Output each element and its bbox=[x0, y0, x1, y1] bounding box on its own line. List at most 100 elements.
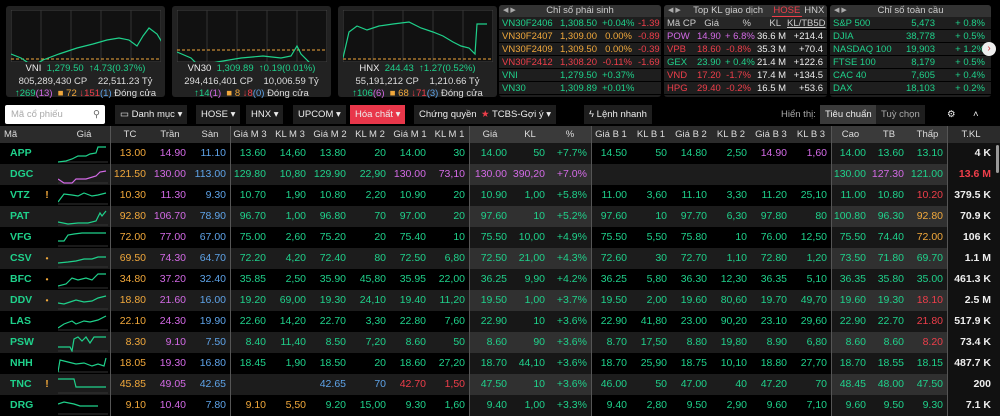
col-header[interactable]: KL B 3 bbox=[796, 129, 826, 140]
col-header[interactable]: Giá B 1 bbox=[595, 129, 627, 140]
table-row[interactable]: CSV • 69.50 74.30 64.70 72.20 4,20 72.40 80 72.… bbox=[0, 248, 995, 269]
table-row[interactable]: VTZ ! 10.30 11.30 9.30 10.70 1,90 10.80 2,20 10… bbox=[0, 185, 995, 206]
stock-code[interactable]: VTZ bbox=[10, 189, 30, 201]
top-volume-row[interactable]: HPG 29.40 -0.2% 16.5 M +53.6 bbox=[664, 82, 827, 95]
stock-code[interactable]: VFG bbox=[10, 231, 32, 243]
col-header[interactable]: Giá M 2 bbox=[313, 129, 347, 140]
stock-code[interactable]: CSV bbox=[10, 252, 32, 264]
col-header-ma[interactable]: Mã bbox=[4, 129, 18, 140]
global-index-row[interactable]: FTSE 100 8,179 + 0.5% bbox=[830, 56, 991, 69]
global-index-row[interactable]: S&P 500 5,473 + 0.8% bbox=[830, 17, 991, 30]
col-header[interactable]: Giá bbox=[469, 126, 511, 143]
top-volume-row[interactable]: GEX 23.90 + 0.4% 21.4 M +122.6 bbox=[664, 56, 827, 69]
hnx-dropdown[interactable]: HNX ▾ bbox=[246, 105, 284, 124]
stock-code[interactable]: DDV bbox=[10, 294, 33, 306]
col-header[interactable]: Giá B 3 bbox=[755, 129, 787, 140]
custom-view-button[interactable]: Tuỳ chọn bbox=[876, 105, 925, 124]
table-row[interactable]: DDV • 18.80 21.60 16.00 19.20 69,00 19.30 24,1… bbox=[0, 290, 995, 311]
col-header[interactable]: KL M 3 bbox=[275, 129, 305, 140]
search-icon[interactable]: ⚲ bbox=[93, 109, 100, 120]
settings-gear-icon[interactable]: ⚙ bbox=[947, 109, 956, 120]
col-header[interactable]: TB bbox=[870, 126, 908, 143]
col-header[interactable]: Thấp bbox=[908, 126, 947, 143]
global-index-row[interactable]: DAX 18,103 + 0.2% bbox=[830, 82, 991, 95]
stock-code[interactable]: APP bbox=[10, 147, 32, 159]
derivative-row[interactable]: VN30F2412 1,308.20 -0.11% -1.69 bbox=[499, 56, 661, 69]
col-header-gia-chart[interactable]: Giá bbox=[76, 129, 92, 140]
tab-hnx[interactable]: HNX bbox=[804, 5, 825, 16]
derivative-price: 1,309.00 bbox=[560, 31, 597, 42]
top-volume-row[interactable]: VND 17.20 -1.7% 17.4 M +134.5 bbox=[664, 69, 827, 82]
hose-dropdown[interactable]: HOSE ▾ bbox=[196, 105, 241, 124]
table-row[interactable]: BFC • 34.80 37.20 32.40 35.85 2,50 35.90 45,80… bbox=[0, 269, 995, 290]
upcom-dropdown[interactable]: UPCOM ▾ bbox=[293, 105, 346, 124]
panel-switch-arrows-icon[interactable]: ◀ ▶ bbox=[503, 7, 516, 14]
panel-switch-arrows-icon[interactable]: ◀ ▶ bbox=[834, 7, 847, 14]
stock-code[interactable]: NHH bbox=[10, 357, 33, 369]
cell-kl: 1,00 bbox=[511, 185, 549, 206]
table-row[interactable]: PSW 8.30 9.10 7.50 8.40 11,40 8.50 7,20 8.60 50 8… bbox=[0, 332, 995, 353]
standard-view-button[interactable]: Tiêu chuẩn bbox=[820, 105, 877, 124]
derivative-row[interactable]: VN30F2407 1,309.00 0.00% -0.89 bbox=[499, 30, 661, 43]
top-volume-row[interactable]: POW 14.90 + 6.8% 36.6 M +214.4 bbox=[664, 30, 827, 43]
table-row[interactable]: DRG 9.10 10.40 7.80 9.10 5,50 9.20 15,00 9.30 1,… bbox=[0, 395, 995, 416]
quick-order-button[interactable]: ϟ Lệnh nhanh bbox=[584, 105, 652, 124]
warrants-button[interactable]: Chứng quyền bbox=[414, 105, 482, 124]
table-row[interactable]: NHH 18.05 19.30 16.80 18.45 1,90 18.50 20 18.60… bbox=[0, 353, 995, 374]
stock-code[interactable]: DRG bbox=[10, 399, 34, 411]
top-volume-row[interactable]: VPB 18.60 -0.8% 35.3 M +70.4 bbox=[664, 43, 827, 56]
stock-code[interactable]: BFC bbox=[10, 273, 32, 285]
chemicals-dropdown[interactable]: Hóa chất ▾ bbox=[350, 105, 406, 124]
global-index-row[interactable]: CAC 40 7,605 + 0.4% bbox=[830, 69, 991, 82]
table-row[interactable]: APP 13.00 14.90 11.10 13.60 14,60 13.80 20 14.0… bbox=[0, 143, 995, 164]
derivative-row[interactable]: VN30 1,309.89 +0.01% bbox=[499, 82, 661, 95]
col-header[interactable]: T.KL bbox=[961, 129, 981, 140]
collapse-chevron-up-icon[interactable]: ˄ bbox=[973, 109, 979, 120]
table-row[interactable]: VFG 72.00 77.00 67.00 75.00 2,60 75.20 20 75.40… bbox=[0, 227, 995, 248]
global-index-row[interactable]: DJIA 38,778 + 0.5% bbox=[830, 30, 991, 43]
col-header[interactable]: KL bbox=[511, 126, 549, 143]
col-kl-tb5d[interactable]: KL/TB5D bbox=[787, 18, 826, 29]
cell-t-kl: 70.9 K bbox=[947, 206, 995, 227]
stock-search-input[interactable]: Mã cổ phiếu ⚲ bbox=[5, 105, 105, 124]
sparkline-chart bbox=[58, 401, 108, 415]
col-header[interactable]: Giá M 1 bbox=[393, 129, 427, 140]
stock-code[interactable]: LAS bbox=[10, 315, 31, 327]
derivative-row[interactable]: VNI 1,279.50 +0.37% bbox=[499, 69, 661, 82]
cell-kl-b-3: 80 bbox=[815, 210, 827, 222]
index-card-vni[interactable]: VNI 1,279.50 ↑4.73(0.37%) 805,289,430 CP… bbox=[6, 6, 165, 99]
col-header[interactable]: Giá M 3 bbox=[233, 129, 267, 140]
index-card-vn30[interactable]: VN30 1,309.89 ↑0.19(0.01%) 294,416,401 C… bbox=[172, 6, 331, 99]
col-header[interactable]: KL M 1 bbox=[434, 129, 465, 140]
col-header[interactable]: Cao bbox=[831, 126, 870, 143]
table-row[interactable]: LAS 22.10 24.30 19.90 22.60 14,20 22.70 3,30 22… bbox=[0, 311, 995, 332]
col-header[interactable]: Trần bbox=[160, 129, 180, 140]
cell-cao: 11.00 bbox=[831, 185, 870, 206]
stock-code[interactable]: PAT bbox=[10, 210, 30, 222]
tcbs-suggest-dropdown[interactable]: ★ TCBS-Gợi ý ▾ bbox=[476, 105, 557, 124]
panel-switch-arrows-icon[interactable]: ◀ ▶ bbox=[668, 7, 681, 14]
stock-code[interactable]: DGC bbox=[10, 168, 34, 180]
stock-code[interactable]: TNC bbox=[10, 378, 32, 390]
col-header[interactable]: % bbox=[549, 126, 591, 143]
index-card-hnx[interactable]: HNX 244.43 ↑1.27(0.52%) 55,191,212 CP 1,… bbox=[338, 6, 497, 99]
col-header[interactable]: Giá B 2 bbox=[675, 129, 707, 140]
global-index-row[interactable]: NASDAQ 100 19,903 + 1.2% bbox=[830, 43, 991, 56]
cell-kl-m-1: 10 bbox=[453, 231, 465, 243]
next-panel-button[interactable]: › bbox=[982, 42, 996, 56]
table-row[interactable]: DGC 121.50 130.00 113.00 129.80 10,80 129.90 2… bbox=[0, 164, 995, 185]
col-header[interactable]: TC bbox=[123, 129, 137, 140]
col-header[interactable]: KL M 2 bbox=[355, 129, 385, 140]
tab-hose[interactable]: HOSE bbox=[772, 5, 802, 17]
table-row[interactable]: PAT 92.80 106.70 78.90 96.70 1,00 96.80 70 97.0… bbox=[0, 206, 995, 227]
col-header[interactable]: Sàn bbox=[201, 129, 219, 140]
stock-code[interactable]: PSW bbox=[10, 336, 34, 348]
derivative-row[interactable]: VN30F2406 1,308.50 +0.04% -1.39 bbox=[499, 17, 661, 30]
table-scrollbar[interactable] bbox=[995, 143, 1000, 416]
watchlist-dropdown[interactable]: ▭ Danh mục ▾ bbox=[115, 105, 188, 124]
col-header[interactable]: KL B 1 bbox=[636, 129, 666, 140]
col-header[interactable]: KL B 2 bbox=[716, 129, 746, 140]
table-row[interactable]: TNC ! 45.85 49.05 42.65 42.65 70 42.70 1,50 47.… bbox=[0, 374, 995, 395]
derivative-row[interactable]: VN30F2409 1,309.50 0.00% -0.39 bbox=[499, 43, 661, 56]
global-index-value: 7,605 bbox=[911, 70, 935, 81]
